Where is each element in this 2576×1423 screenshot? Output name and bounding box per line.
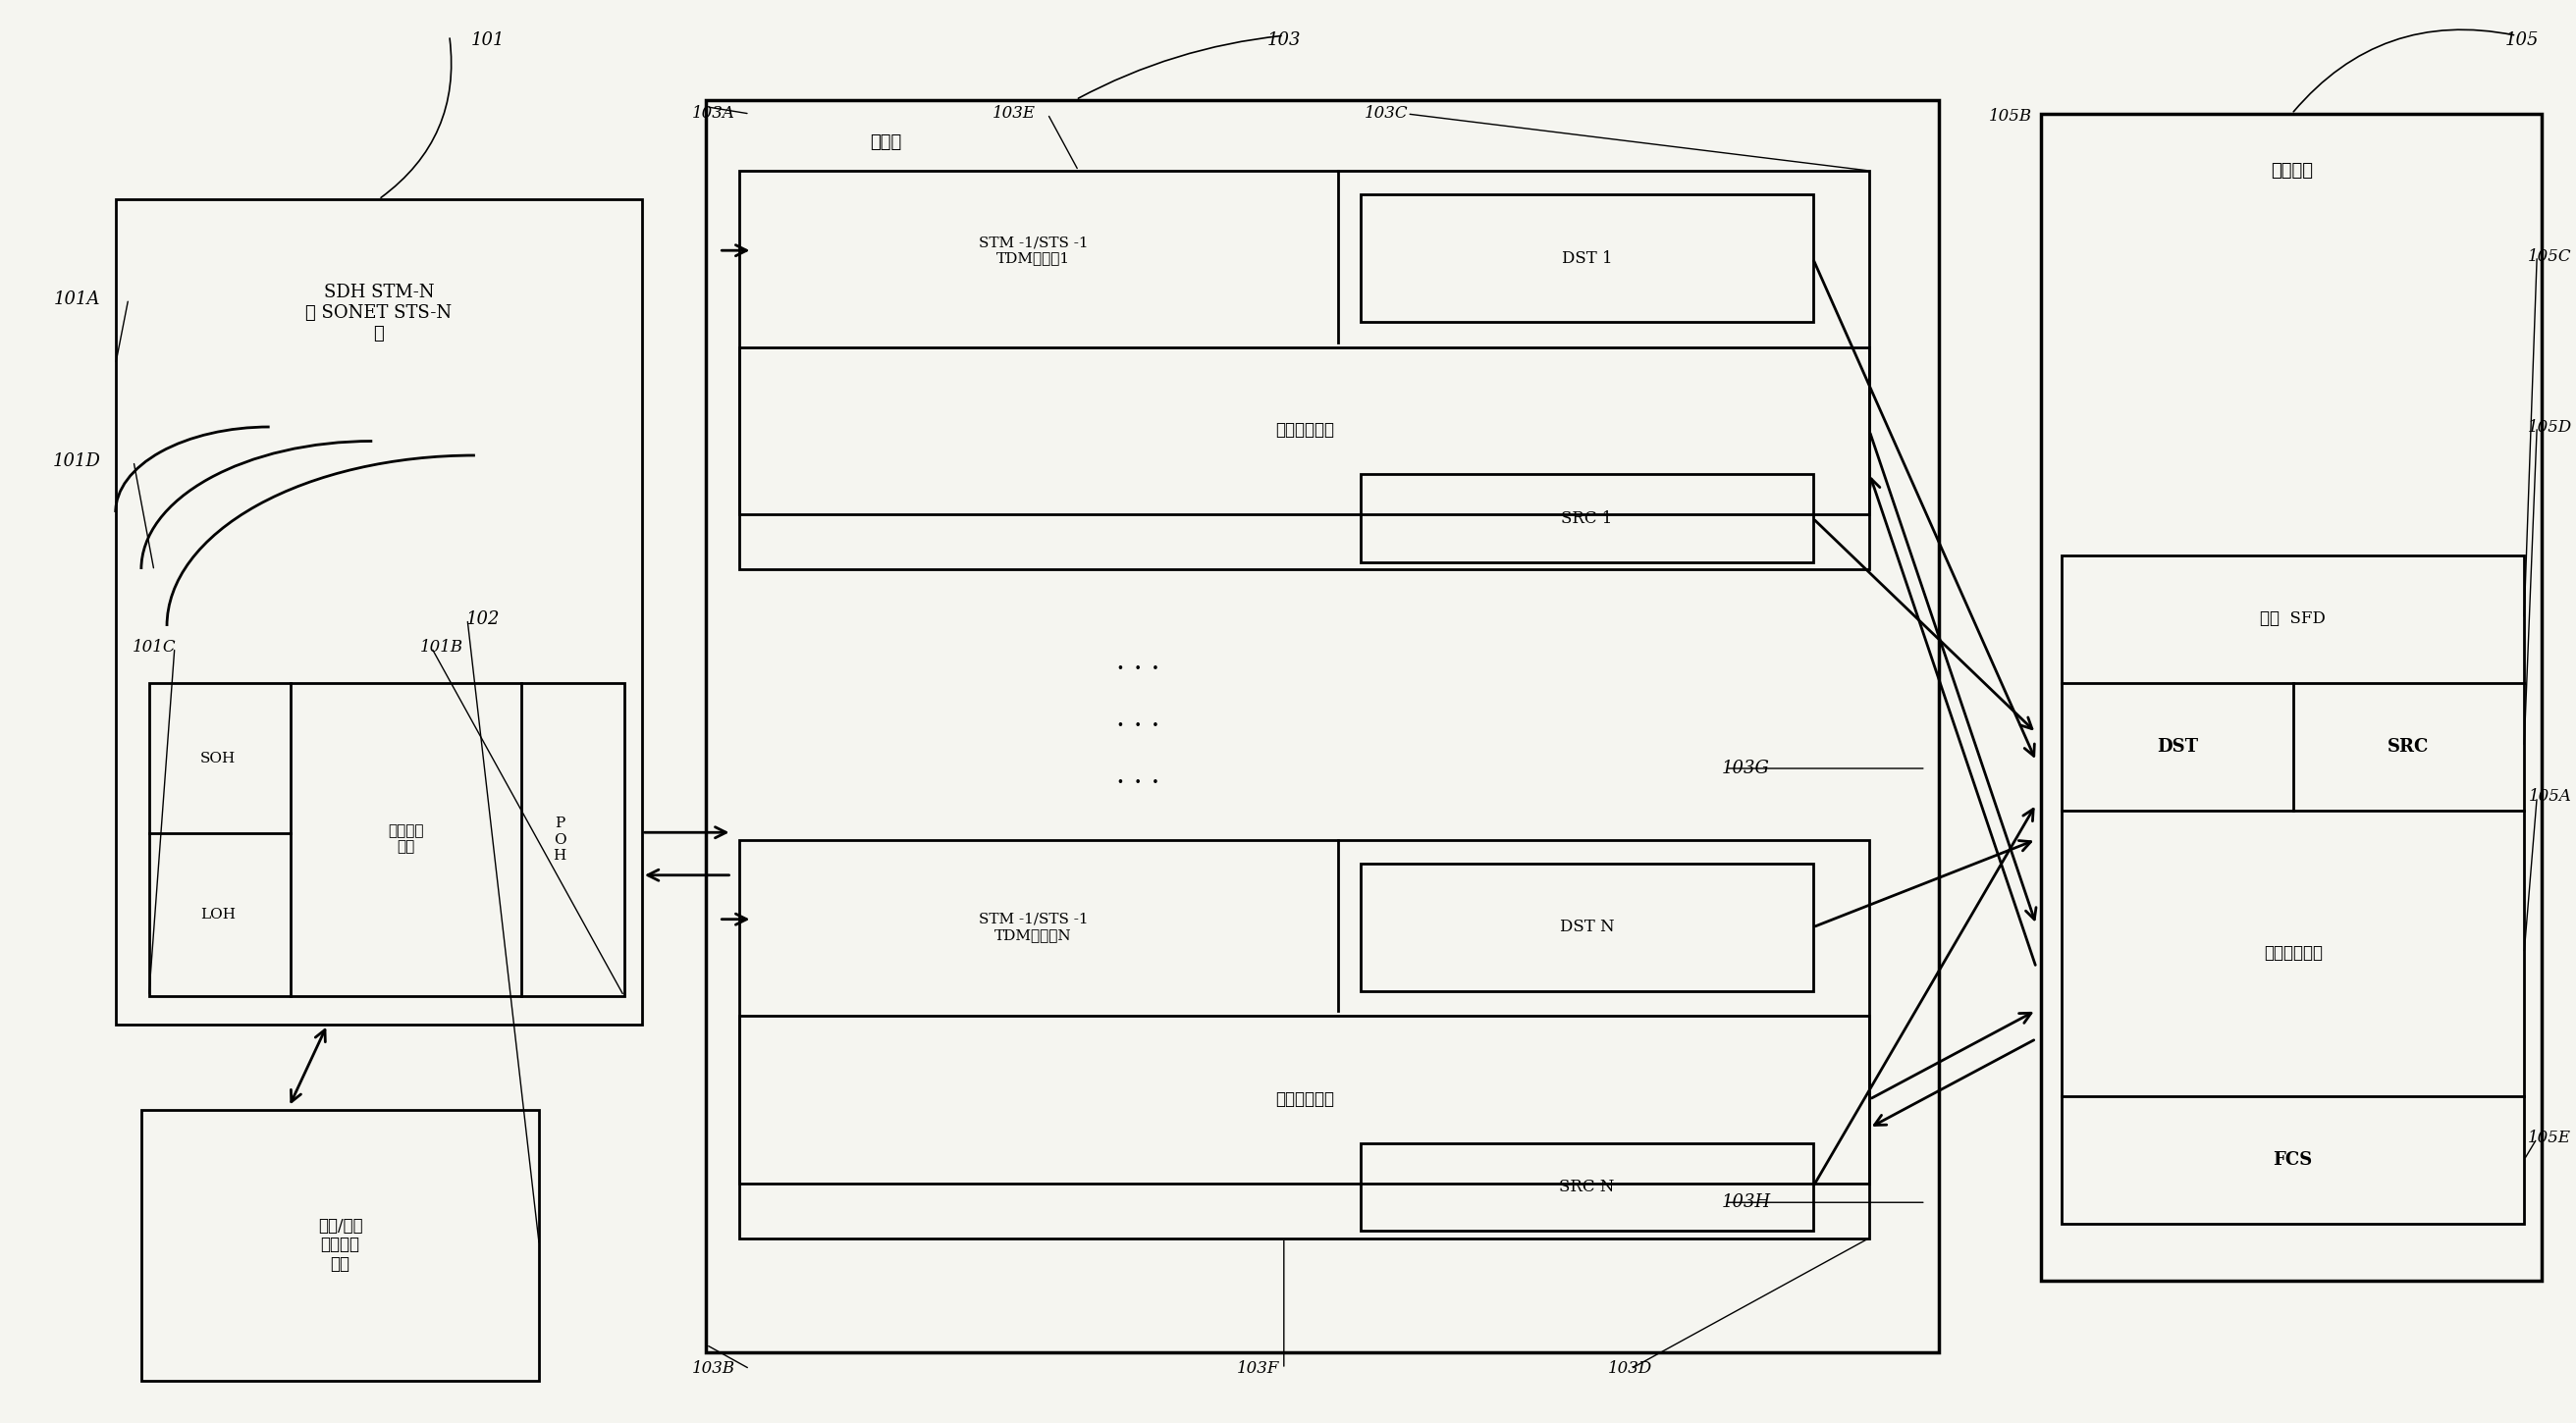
Text: SRC N: SRC N bbox=[1558, 1178, 1615, 1195]
Bar bbox=[116, 199, 641, 1025]
Text: 有效负载数据: 有效负载数据 bbox=[1275, 423, 1334, 438]
Text: 101: 101 bbox=[471, 31, 505, 48]
Text: P
O
H: P O H bbox=[554, 817, 567, 862]
Text: 101C: 101C bbox=[131, 639, 175, 656]
Bar bbox=[149, 683, 623, 996]
Text: 103H: 103H bbox=[1721, 1194, 1770, 1211]
Text: LOH: LOH bbox=[201, 908, 237, 922]
Bar bbox=[1360, 195, 1814, 322]
Text: SRC 1: SRC 1 bbox=[1561, 509, 1613, 527]
Bar bbox=[1360, 1143, 1814, 1231]
Text: 103G: 103G bbox=[1723, 760, 1770, 777]
Text: 103B: 103B bbox=[693, 1360, 737, 1377]
Text: 103D: 103D bbox=[1607, 1360, 1654, 1377]
Text: STM -1/STS -1
TDM时间片1: STM -1/STS -1 TDM时间片1 bbox=[979, 236, 1087, 265]
Text: 帧头  SFD: 帧头 SFD bbox=[2259, 610, 2326, 628]
Text: DST 1: DST 1 bbox=[1561, 250, 1613, 266]
Text: SOH: SOH bbox=[201, 751, 237, 766]
Text: DST N: DST N bbox=[1558, 919, 1615, 935]
Text: 添加/丢弃
系统开销
字节: 添加/丢弃 系统开销 字节 bbox=[317, 1218, 363, 1272]
Text: 以太网帧: 以太网帧 bbox=[2269, 162, 2313, 179]
Text: 102: 102 bbox=[466, 610, 500, 628]
Text: DST: DST bbox=[2156, 739, 2197, 756]
Text: 101B: 101B bbox=[420, 639, 464, 656]
Bar bbox=[706, 100, 1940, 1352]
Bar bbox=[1360, 474, 1814, 562]
Text: 101A: 101A bbox=[54, 290, 100, 307]
Text: . . .: . . . bbox=[1115, 763, 1159, 788]
Text: 105B: 105B bbox=[1989, 108, 2032, 125]
Bar bbox=[739, 840, 1870, 1238]
Text: 缓冲器: 缓冲器 bbox=[871, 134, 902, 151]
Text: 105E: 105E bbox=[2527, 1130, 2571, 1147]
Text: 有效负载数据: 有效负载数据 bbox=[2264, 945, 2324, 962]
Bar bbox=[2061, 555, 2524, 1224]
Text: 103: 103 bbox=[1267, 31, 1301, 48]
Bar bbox=[739, 347, 1870, 514]
Text: . . .: . . . bbox=[1115, 706, 1159, 731]
Text: 101D: 101D bbox=[54, 453, 100, 470]
Bar bbox=[1360, 864, 1814, 990]
Bar bbox=[2040, 114, 2543, 1281]
Bar bbox=[142, 1110, 538, 1380]
Text: . . .: . . . bbox=[1115, 649, 1159, 675]
Text: 有效负载数据: 有效负载数据 bbox=[1275, 1091, 1334, 1107]
Bar bbox=[739, 171, 1870, 569]
Text: FCS: FCS bbox=[2272, 1151, 2313, 1168]
Text: STM -1/STS -1
TDM时间片N: STM -1/STS -1 TDM时间片N bbox=[979, 912, 1087, 942]
Bar bbox=[739, 1016, 1870, 1183]
Text: 105D: 105D bbox=[2527, 418, 2571, 435]
Text: SDH STM-N
或 SONET STS-N
帧: SDH STM-N 或 SONET STS-N 帧 bbox=[307, 283, 451, 343]
Text: 105A: 105A bbox=[2527, 788, 2571, 805]
Text: 105C: 105C bbox=[2527, 248, 2571, 265]
Text: SRC: SRC bbox=[2388, 739, 2429, 756]
Text: 103A: 103A bbox=[693, 105, 734, 122]
Text: 105: 105 bbox=[2504, 31, 2537, 48]
Text: 有效负载
数据: 有效负载 数据 bbox=[389, 825, 422, 854]
Text: 103E: 103E bbox=[992, 105, 1036, 122]
Text: 103F: 103F bbox=[1236, 1360, 1280, 1377]
Text: 103C: 103C bbox=[1365, 105, 1409, 122]
